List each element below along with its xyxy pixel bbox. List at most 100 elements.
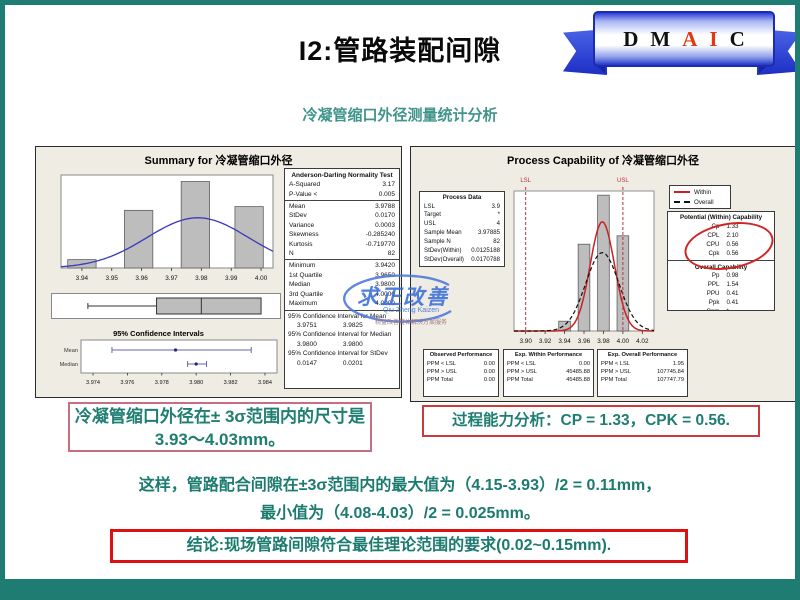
table-rows: PPM < LSL 1.95 PPM > USL 107745.84 PPM Total… [598,360,687,384]
divider [285,199,399,201]
ci-row-label: 95% Confidence Interval for Mean [288,312,387,320]
expected-within-performance-table: Exp. Within Performance PPM < LSL 0.00 PPM… [503,349,594,397]
dmaic-letter: C [729,26,745,51]
ribbon-fold-left [593,63,605,73]
stat-row: Sample N 82 [424,237,500,245]
confidence-interval-rows: 95% Confidence Interval for Mean 3.9751 3.… [285,312,399,369]
within-capability-rows: Cp 1.33 CPL 2.10 CPU 0.56 Cpk 0.56 [668,223,774,259]
table-rows: PPM < LSL 0.00 PPM > USL 0.00 PPM Total 0.00 [424,360,498,384]
divider [285,259,399,261]
svg-text:USL: USL [617,178,629,184]
svg-text:3.98: 3.98 [195,275,208,282]
stat-row: PPM > USL 0.00 [427,369,495,376]
summary-boxplot [51,293,281,319]
stat-row: CPL 2.10 [707,231,739,239]
table-title: Observed Performance [429,352,493,358]
stat-row: PPM > USL 107745.84 [601,369,684,376]
process-data-title: Process Data [442,194,482,201]
svg-text:3.94: 3.94 [558,338,571,345]
stat-row: Sample Mean 3.97885 [424,229,500,237]
stat-row: Target * [424,211,500,219]
svg-text:LSL: LSL [520,178,531,184]
legend-label: Within [694,188,712,196]
ci-plot-title: 95% Confidence Intervals [113,329,204,338]
confidence-intervals-plot: Mean Median 3.974 3.976 3.978 3.980 3.982 3.984 [60,339,278,386]
capability-stats-panel: Potential (Within) Capability Cp 1.33 CPL 2… [667,211,775,311]
stat-row: PPU 0.41 [706,290,739,298]
within-capability-title: Potential (Within) Capability [679,214,763,221]
observed-performance-table: Observed Performance PPM < LSL 0.00 PPM > … [423,349,499,397]
stat-row: PPM Total 45485.88 [507,377,590,384]
svg-text:3.96: 3.96 [578,338,591,345]
svg-text:3.978: 3.978 [155,380,169,386]
ci-row-values: 0.0147 0.0201 [297,359,363,367]
svg-text:3.96: 3.96 [135,275,148,282]
stat-row: Cpm* [668,308,774,310]
svg-text:3.97: 3.97 [165,275,178,282]
stat-row: USL 4 [424,220,500,228]
stat-row: LSL 3.9 [424,202,500,210]
svg-text:Median: Median [60,362,78,368]
stat-row: Maximum 4.0000 [289,300,395,308]
overall-capability-title: Overall Capability [694,263,748,271]
process-data-rows: LSL 3.9 Target * USL 4 Sample Mean 3.97885 Sampl… [420,203,504,265]
table-title: Exp. Overall Performance [607,352,678,358]
legend: Within Overall [669,185,731,209]
stat-row: PPM < LSL 0.00 [427,360,495,367]
stat-row: Median 3.9800 [289,281,395,289]
stat-row: PPM < LSL 0.00 [507,360,590,367]
process-data-panel: Process Data LSL 3.9 Target * USL 4 Sample Mea… [419,191,505,267]
capability-chart-panel: Process Capability of 冷凝管缩口外径 Process Da… [410,146,795,402]
stat-row: Cpk 0.56 [708,249,739,257]
dmaic-letter: I [709,26,718,51]
stat-row: CPU 0.56 [706,240,739,248]
legend-item-overall: Overall [674,199,730,206]
ci-row-label: 95% Confidence Interval for StDev [288,350,388,358]
svg-text:3.974: 3.974 [86,380,100,386]
summary-chart-title: Summary for 冷凝管缩口外径 [144,155,293,167]
dmaic-letter: A [682,26,698,51]
page-title: I2:管路装配间隙 [298,36,502,66]
normality-test-rows: A-Squared 3.17 P-Value <0.005 [285,180,399,199]
svg-text:3.980: 3.980 [189,380,203,386]
ci-row-values: 3.9800 3.9800 [297,340,363,348]
analysis-line-2: 最小值为（4.08-4.03）/2 = 0.025mm。 [260,505,540,522]
svg-text:3.99: 3.99 [225,275,238,282]
stat-row: 1st Quartile 3.9650 [289,271,395,279]
capability-histogram: LSL USL 3.90 3.92 3.94 3.96 3.98 4.00 4.02 [513,178,655,345]
stat-row: StDev(Within) 0.0125188 [424,246,500,254]
stat-row: N 82 [289,250,395,258]
stat-row: Variance 0.0003 [289,221,395,229]
stat-row: PPM < LSL 1.95 [601,360,684,367]
ribbon-fold-right [759,63,771,73]
stat-row: P-Value <0.005 [289,190,395,198]
analysis-line-1: 这样，管路配合间隙在±3σ范围内的最大值为（4.15-3.93）/2 = 0.1… [138,477,662,494]
summary-note-box: 冷凝管缩口外径在± 3σ范围内的尺寸是3.93～4.03mm。 [68,402,372,452]
svg-text:Mean: Mean [64,348,78,354]
legend-item-within: Within [674,189,730,196]
svg-text:3.98: 3.98 [597,338,610,345]
stat-row: PPM > USL 45485.88 [507,369,590,376]
svg-text:4.02: 4.02 [636,338,649,345]
stat-row: Cp 1.33 [711,222,739,230]
stat-row: PPL 1.54 [707,281,739,289]
conclusion-box: 结论:现场管路间隙符合最佳理论范围的要求(0.02~0.15mm). [110,529,688,563]
bottom-accent-bar [5,579,795,600]
expected-overall-performance-table: Exp. Overall Performance PPM < LSL 1.95 PP… [597,349,688,397]
divider [668,259,774,261]
svg-text:3.982: 3.982 [224,380,238,386]
quantile-stats-rows: Minimum 3.9420 1st Quartile 3.9650 Median 3.9… [285,261,399,308]
svg-text:3.95: 3.95 [106,275,119,282]
stat-row: 3rd Quartile 4.0000 [289,290,395,298]
table-rows: PPM < LSL 0.00 PPM > USL 45485.88 PPM Total 4… [504,360,593,384]
svg-text:3.92: 3.92 [539,338,552,345]
legend-label: Overall [694,198,714,206]
svg-text:4.00: 4.00 [617,338,630,345]
svg-text:3.984: 3.984 [258,380,272,386]
svg-text:3.94: 3.94 [76,275,89,282]
svg-text:4.00: 4.00 [255,275,268,282]
table-title: Exp. Within Performance [514,352,583,358]
